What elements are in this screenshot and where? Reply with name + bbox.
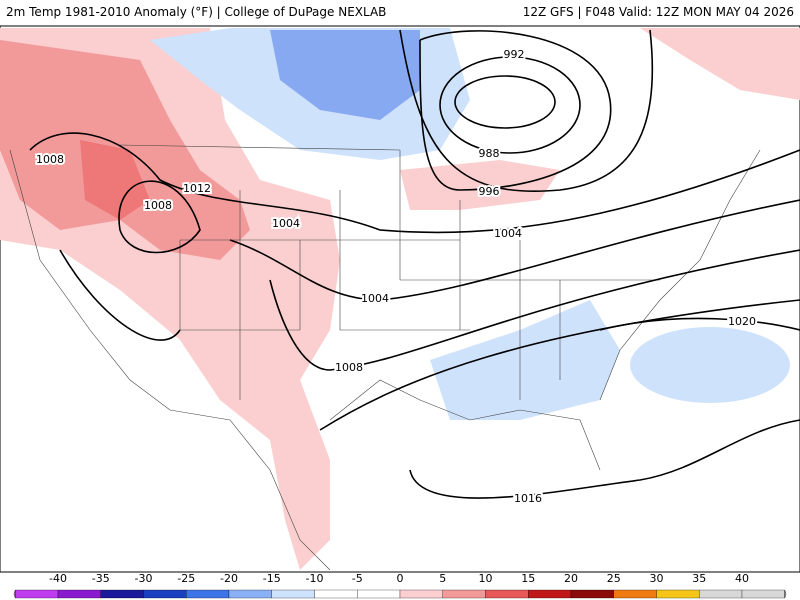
run-info: 12Z GFS | F048 Valid: 12Z MON MAY 04 202… [523,5,794,19]
colorbar-end [784,589,787,599]
colorbar-label: -20 [220,572,238,585]
colorbar-label: 0 [397,572,404,585]
colorbar-swatch [613,589,657,599]
colorbar-label: -15 [263,572,281,585]
map-title: 2m Temp 1981-2010 Anomaly (°F) | College… [6,5,386,19]
contour-label: 1008 [335,361,363,374]
contour-label: 1004 [494,227,522,240]
colorbar-label: 25 [607,572,621,585]
colorbar-swatch [143,589,187,599]
contour-label: 1004 [361,292,389,305]
colorbar-swatch [57,589,101,599]
colorbar-label: 10 [479,572,493,585]
colorbar-swatch [357,589,401,599]
state-lines [119,144,660,400]
contour-label: 1008 [36,153,64,166]
isobar [419,30,612,191]
map-area [0,25,800,573]
contour-label: 996 [479,185,500,198]
colorbar-swatch [271,589,315,599]
colorbar-swatch [528,589,572,599]
colorbar-label: 5 [439,572,446,585]
colorbar-label: -10 [306,572,324,585]
isobar [399,29,654,192]
colorbar-swatch [186,589,230,599]
contour-label: 1016 [514,492,542,505]
colorbar-swatch [656,589,700,599]
colorbar: -40 -35 -30 -25 -20 -15 -10 -5 0 5 10 15 20 25 30 35 40 [13,572,787,599]
isobar [454,75,556,129]
isobar [59,180,201,341]
coastline [9,149,761,571]
isobar [409,419,800,499]
contour-label: 1012 [183,182,211,195]
colorbar-swatch [314,589,358,599]
contour-label: 1004 [272,217,300,230]
colorbar-swatch [741,589,785,599]
colorbar-label: 35 [692,572,706,585]
colorbar-label: -30 [135,572,153,585]
cool-anomaly-strong [270,30,420,120]
colorbar-label: 40 [735,572,749,585]
contour-label: 1008 [144,199,172,212]
isobar [29,132,800,234]
colorbar-label: 30 [650,572,664,585]
colorbar-label: -40 [49,572,67,585]
colorbar-label: 20 [564,572,578,585]
colorbar-label: -5 [352,572,363,585]
colorbar-swatch [15,589,59,599]
warm-anomaly [640,28,800,100]
colorbar-swatch [100,589,144,599]
colorbar-swatch [485,589,529,599]
contour-label: 1020 [728,315,756,328]
colorbar-swatch [442,589,486,599]
colorbar-swatch [570,589,614,599]
isobar [319,299,800,431]
colorbar-swatch [699,589,743,599]
colorbar-label: -25 [177,572,195,585]
colorbar-swatch [399,589,443,599]
isobar [269,249,800,371]
warm-anomaly [400,160,560,210]
isobar [229,199,800,301]
cool-anomaly [630,327,790,403]
isobar [599,317,800,331]
contour-label: 988 [479,147,500,160]
cool-anomaly [430,300,620,420]
colorbar-label: 15 [521,572,535,585]
contour-labels: 992 988 996 1008 1012 1008 1004 1004 1004 1008 102… [34,46,758,507]
colorbar-swatch [228,589,272,599]
colorbar-label: -35 [92,572,110,585]
isobar [439,56,581,154]
warm-anomaly-core [80,140,150,220]
contour-label: 992 [504,48,525,61]
